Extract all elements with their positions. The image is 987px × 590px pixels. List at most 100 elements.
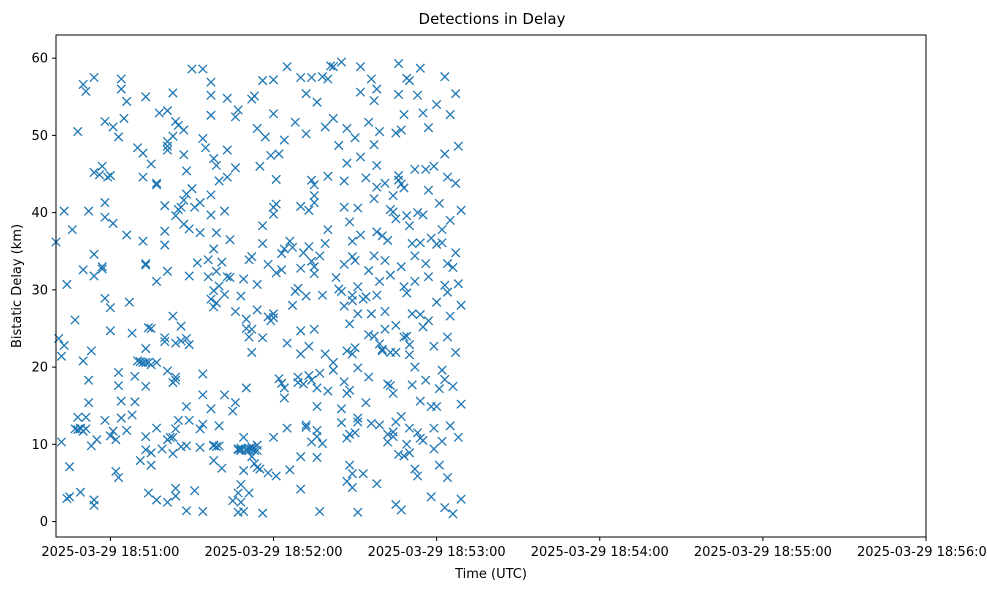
data-point (372, 182, 382, 192)
data-point (170, 491, 181, 501)
data-point (97, 161, 107, 171)
data-point (410, 464, 420, 474)
data-point (168, 432, 178, 443)
data-point (445, 421, 455, 431)
data-point (372, 290, 382, 300)
data-point (176, 202, 186, 212)
data-point (448, 381, 458, 392)
data-point (160, 226, 170, 236)
data-point (252, 462, 262, 473)
data-point (89, 167, 99, 178)
data-point (116, 84, 126, 94)
data-point (391, 347, 401, 358)
data-point (287, 300, 298, 310)
data-point (78, 356, 88, 366)
plot-frame (55, 34, 927, 538)
data-point (372, 84, 382, 94)
data-point (445, 311, 455, 321)
data-point (138, 172, 148, 182)
plot-area (51, 34, 927, 538)
y-tick-label: 20 (31, 361, 48, 376)
y-axis: 0 10 20 30 40 50 60 (31, 52, 56, 530)
data-point (247, 251, 257, 262)
data-point (407, 238, 417, 249)
data-point (146, 360, 156, 370)
data-point (268, 75, 279, 85)
data-point (211, 266, 222, 276)
data-point (440, 502, 450, 513)
data-point (78, 265, 88, 275)
data-point (195, 442, 205, 453)
data-point (412, 471, 423, 481)
data-point (108, 122, 118, 132)
data-point (315, 251, 325, 261)
data-point (456, 494, 466, 504)
data-point (437, 436, 447, 446)
data-point (108, 218, 118, 229)
data-point (431, 99, 442, 110)
data-point (92, 435, 102, 445)
data-point (113, 132, 124, 142)
data-point (312, 452, 322, 463)
data-point (296, 72, 306, 83)
data-point (312, 97, 322, 107)
x-tick-label: 2025-03-29 18:53:00 (368, 545, 506, 560)
data-point (141, 260, 151, 270)
data-point (219, 206, 230, 216)
data-point (257, 333, 268, 343)
data-point (70, 315, 80, 325)
data-point (56, 437, 67, 447)
data-point (399, 332, 409, 342)
data-point (344, 460, 355, 470)
data-point (323, 74, 333, 84)
data-point (260, 132, 271, 142)
data-point (228, 496, 238, 506)
data-point (160, 240, 170, 250)
data-point (113, 472, 124, 483)
data-point (268, 309, 279, 319)
data-point (249, 445, 260, 456)
y-tick-label: 50 (31, 129, 48, 144)
data-point (206, 210, 216, 220)
data-point (396, 505, 406, 515)
data-point (255, 161, 265, 171)
data-point (162, 141, 173, 151)
data-point (206, 294, 216, 304)
data-point (350, 255, 360, 266)
data-point (353, 203, 363, 213)
data-point (418, 108, 428, 118)
y-tick-label: 10 (31, 438, 48, 453)
data-point (415, 309, 425, 320)
data-point (219, 390, 230, 400)
data-point (399, 183, 409, 193)
data-point (445, 215, 455, 226)
data-point (421, 258, 431, 269)
data-point (268, 313, 279, 323)
data-point (407, 380, 417, 390)
data-point (195, 424, 205, 434)
data-point (154, 108, 164, 118)
data-point (198, 64, 208, 74)
data-point (116, 396, 126, 406)
data-point (151, 357, 162, 368)
x-tick-label: 2025-03-29 18:52:00 (204, 545, 342, 560)
data-point (230, 306, 241, 317)
data-point (442, 258, 453, 269)
data-point (228, 406, 238, 416)
data-point (431, 239, 442, 249)
data-point (271, 471, 281, 481)
data-point (141, 343, 151, 354)
x-tick-label: 2025-03-29 18:54:00 (531, 545, 669, 560)
data-point (429, 161, 439, 171)
data-point (102, 172, 113, 182)
data-point (347, 251, 358, 262)
data-point (276, 378, 287, 388)
data-point (353, 417, 363, 427)
data-point (83, 397, 94, 408)
data-point (62, 493, 72, 504)
data-point (138, 236, 148, 246)
data-point (271, 199, 281, 209)
data-point (236, 291, 246, 301)
data-point (304, 370, 314, 381)
